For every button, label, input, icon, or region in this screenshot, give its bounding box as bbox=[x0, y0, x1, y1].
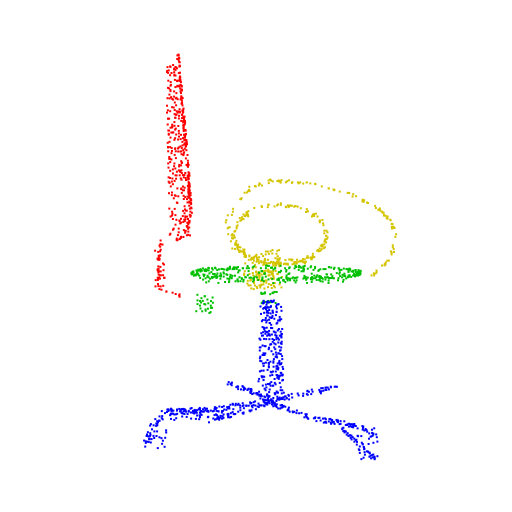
armrest-points bbox=[224, 178, 398, 291]
backrest-points bbox=[154, 53, 193, 298]
base-points bbox=[143, 299, 379, 461]
seat-points bbox=[190, 264, 362, 314]
